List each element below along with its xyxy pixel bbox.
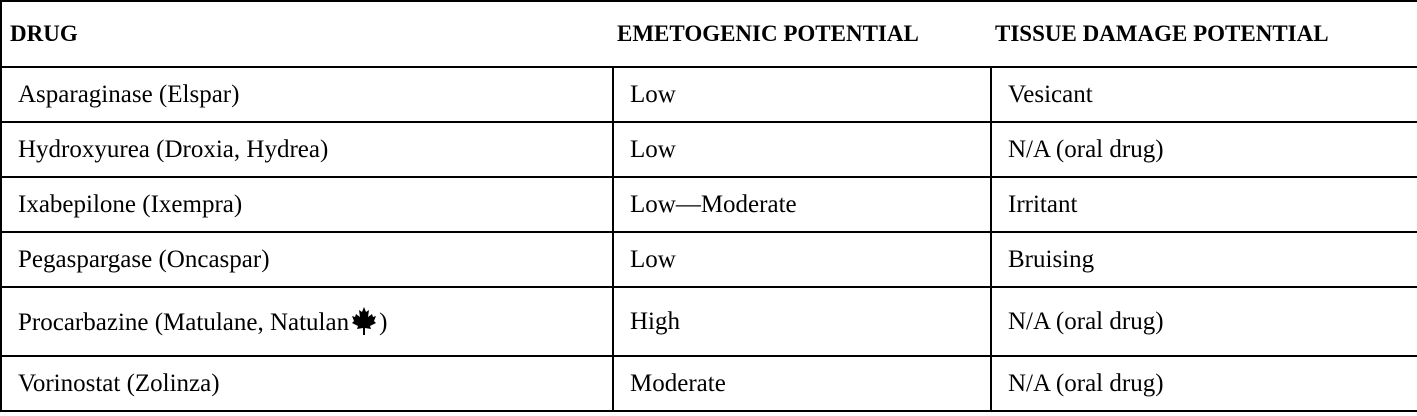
table-cell: N/A (oral drug) (990, 355, 1417, 412)
table-cell: Bruising (990, 231, 1417, 288)
cell-text: ) (379, 309, 388, 336)
table-cell: Vesicant (990, 66, 1417, 123)
table-cell: Low (612, 66, 992, 123)
table-row: Asparaginase (Elspar) Low Vesicant (0, 66, 1417, 123)
table-cell: Hydroxyurea (Droxia, Hydrea) (0, 121, 614, 178)
table-cell: Procarbazine (Matulane, Natulan) (0, 286, 614, 357)
table-cell: Pegaspargase (Oncaspar) (0, 231, 614, 288)
table-row: Ixabepilone (Ixempra) Low—Moderate Irritan… (0, 176, 1417, 233)
table-cell: Ixabepilone (Ixempra) (0, 176, 614, 233)
table-row: Hydroxyurea (Droxia, Hydrea) Low N/A (oral… (0, 121, 1417, 178)
header-row: DRUG EMETOGENIC POTENTIAL TISSUE DAMAGE … (0, 0, 1417, 68)
table-cell: Low—Moderate (612, 176, 992, 233)
table-row: Vorinostat (Zolinza) Moderate N/A (oral dr… (0, 355, 1417, 412)
table-row: Procarbazine (Matulane, Natulan) High N/A … (0, 286, 1417, 357)
table-cell: Low (612, 121, 992, 178)
table-cell: Vorinostat (Zolinza) (0, 355, 614, 412)
table-cell: Asparaginase (Elspar) (0, 66, 614, 123)
header-cell: TISSUE DAMAGE POTENTIAL (991, 0, 1417, 68)
table-cell: Low (612, 231, 992, 288)
table-row: Pegaspargase (Oncaspar) Low Bruising (0, 231, 1417, 288)
table-cell: High (612, 286, 992, 357)
header-cell: DRUG (0, 0, 613, 68)
cell-text: Procarbazine (Matulane, Natulan (18, 309, 350, 336)
table-cell: N/A (oral drug) (990, 286, 1417, 357)
table-body: Asparaginase (Elspar) Low Vesicant Hydroxyu… (0, 66, 1417, 412)
header-cell: EMETOGENIC POTENTIAL (613, 0, 991, 68)
maple-leaf-icon (352, 307, 377, 335)
table-cell: Irritant (990, 176, 1417, 233)
table-cell: Moderate (612, 355, 992, 412)
table-cell: N/A (oral drug) (990, 121, 1417, 178)
